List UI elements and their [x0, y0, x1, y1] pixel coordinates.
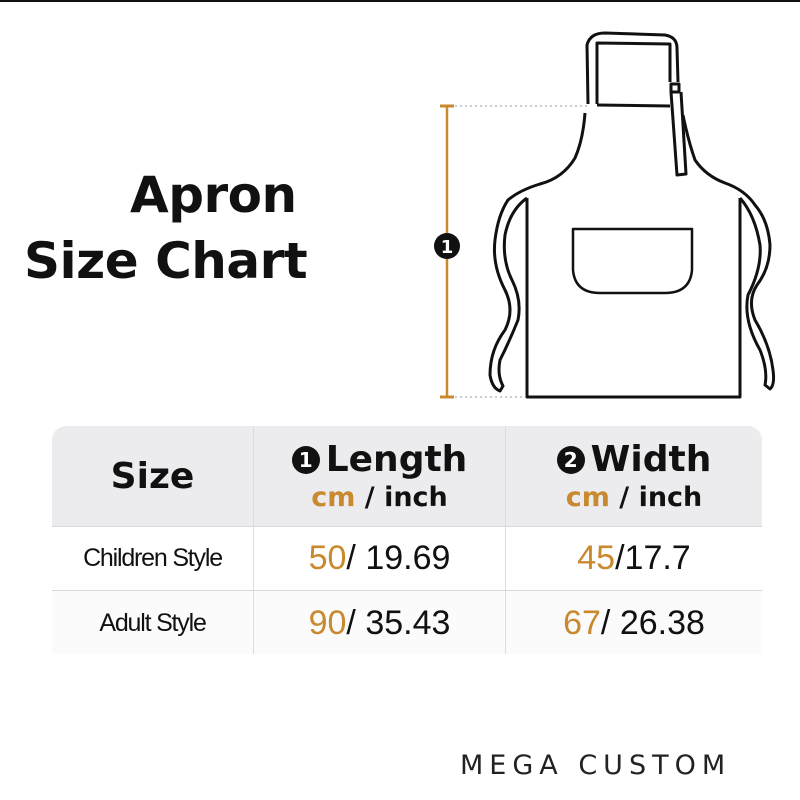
marker-1-icon — [434, 233, 460, 259]
table-header-row: Size 1 Length cm / inch 2 Width cm / inch — [52, 426, 762, 526]
width-value: 67/ 26.38 — [563, 603, 705, 642]
header-width: 2 Width cm / inch — [506, 426, 762, 526]
title-line-2: Size Chart — [24, 232, 308, 290]
apron-outline — [488, 31, 776, 399]
brand-name: MEGA CUSTOM — [460, 750, 732, 781]
length-value: 50/ 19.69 — [308, 539, 451, 577]
header-length: 1 Length cm / inch — [254, 426, 506, 526]
svg-text:1: 1 — [441, 237, 454, 258]
length-value: 90/ 35.43 — [308, 603, 451, 642]
top-border — [0, 0, 800, 2]
dimension-guide: 1 — [434, 104, 590, 399]
number-2-icon: 2 — [556, 445, 585, 474]
title-line-1: Apron — [130, 166, 297, 224]
style-name: Adult Style — [99, 608, 207, 637]
apron-diagram: 1 — [434, 31, 776, 399]
style-name: Children Style — [83, 544, 223, 572]
header-size: Size — [110, 455, 195, 497]
size-table: Size 1 Length cm / inch 2 Width cm / inch … — [52, 426, 762, 654]
table-row: Children Style 50/ 19.69 45/17.7 — [52, 526, 762, 590]
pocket — [571, 227, 694, 295]
table-row: Adult Style 90/ 35.43 67/ 26.38 — [52, 590, 762, 654]
width-value: 45/17.7 — [577, 539, 691, 577]
number-1-icon: 1 — [291, 445, 320, 474]
